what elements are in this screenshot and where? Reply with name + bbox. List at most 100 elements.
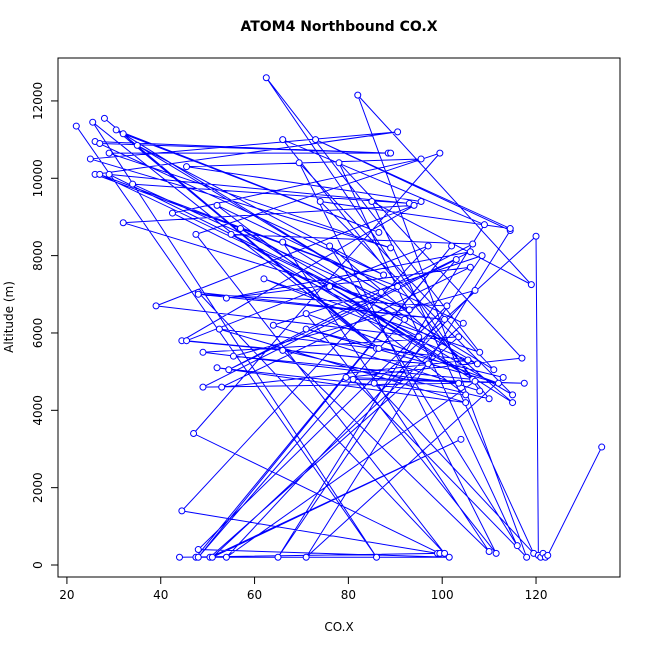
data-point	[424, 360, 432, 368]
data-point	[401, 315, 409, 323]
data-point	[394, 283, 402, 291]
data-point	[544, 551, 552, 559]
data-point	[199, 348, 207, 356]
data-point	[415, 333, 423, 341]
data-point	[387, 244, 395, 252]
data-point	[262, 74, 270, 82]
data-point	[176, 553, 184, 561]
data-point	[527, 281, 535, 289]
data-point	[260, 275, 268, 283]
data-point	[213, 201, 221, 209]
data-point	[178, 507, 186, 515]
data-point	[473, 360, 481, 368]
data-point	[494, 379, 502, 387]
data-point	[476, 348, 484, 356]
data-point	[86, 155, 94, 163]
data-point	[96, 139, 104, 147]
data-point	[208, 553, 216, 561]
data-point	[302, 553, 310, 561]
data-point	[457, 435, 465, 443]
data-point	[133, 141, 141, 149]
data-point	[312, 136, 320, 144]
data-point	[441, 315, 449, 323]
y-tick-label: 12000	[31, 82, 45, 120]
data-point	[380, 271, 388, 279]
data-point	[192, 230, 200, 238]
data-point	[302, 325, 310, 333]
x-tick-label: 60	[247, 588, 262, 602]
plot-frame	[57, 57, 621, 578]
data-point	[236, 225, 244, 233]
y-tick-label: 8000	[31, 240, 45, 271]
data-point	[466, 248, 474, 256]
data-point	[279, 136, 287, 144]
data-point	[316, 197, 324, 205]
data-point	[225, 366, 233, 374]
data-point	[295, 159, 303, 167]
data-point	[387, 149, 395, 157]
data-point	[222, 294, 230, 302]
y-tick-label: 4000	[31, 395, 45, 426]
data-point	[532, 232, 540, 240]
data-point	[513, 542, 521, 550]
data-point	[194, 546, 202, 554]
data-point	[326, 242, 334, 250]
data-point	[480, 221, 488, 229]
data-point	[598, 443, 606, 451]
chart-title: ATOM4 Northbound CO.X	[240, 19, 437, 35]
y-tick-label: 0	[31, 561, 45, 569]
data-point	[375, 228, 383, 236]
data-point	[417, 155, 425, 163]
data-point	[518, 354, 526, 362]
data-point	[222, 553, 230, 561]
data-point	[459, 319, 467, 327]
data-point	[509, 391, 517, 399]
data-point	[112, 126, 120, 134]
data-point	[349, 375, 357, 383]
data-point	[462, 391, 470, 399]
data-point	[471, 286, 479, 294]
data-point	[213, 364, 221, 372]
data-point	[218, 383, 226, 391]
data-point	[354, 91, 362, 99]
data-point	[448, 242, 456, 250]
data-point	[229, 352, 237, 360]
data-point	[72, 122, 80, 130]
data-point	[405, 306, 413, 314]
y-tick-label: 6000	[31, 318, 45, 349]
data-point	[183, 163, 191, 171]
data-point	[368, 197, 376, 205]
data-point	[279, 346, 287, 354]
data-point	[96, 170, 104, 178]
data-point	[370, 379, 378, 387]
data-point	[168, 209, 176, 217]
data-point	[119, 130, 127, 138]
data-point	[89, 118, 97, 126]
data-point	[302, 310, 310, 318]
data-point	[506, 225, 514, 233]
y-tick-label: 2000	[31, 472, 45, 503]
data-point	[215, 325, 223, 333]
data-point	[105, 149, 113, 157]
data-point	[478, 252, 486, 260]
data-point	[464, 356, 472, 364]
data-point	[476, 387, 484, 395]
data-point	[342, 373, 350, 381]
data-point	[455, 333, 463, 341]
x-axis-label: CO.X	[324, 620, 353, 634]
data-point	[375, 344, 383, 352]
data-point	[152, 302, 160, 310]
data-line	[75, 77, 603, 559]
data-point	[520, 379, 528, 387]
data-point	[377, 288, 385, 296]
y-tick-label: 10000	[31, 159, 45, 197]
data-point	[492, 549, 500, 557]
data-point	[194, 290, 202, 298]
data-point	[335, 159, 343, 167]
data-point	[417, 197, 425, 205]
data-point	[410, 201, 418, 209]
data-point	[452, 255, 460, 263]
x-tick-label: 120	[525, 588, 548, 602]
data-point	[455, 379, 463, 387]
